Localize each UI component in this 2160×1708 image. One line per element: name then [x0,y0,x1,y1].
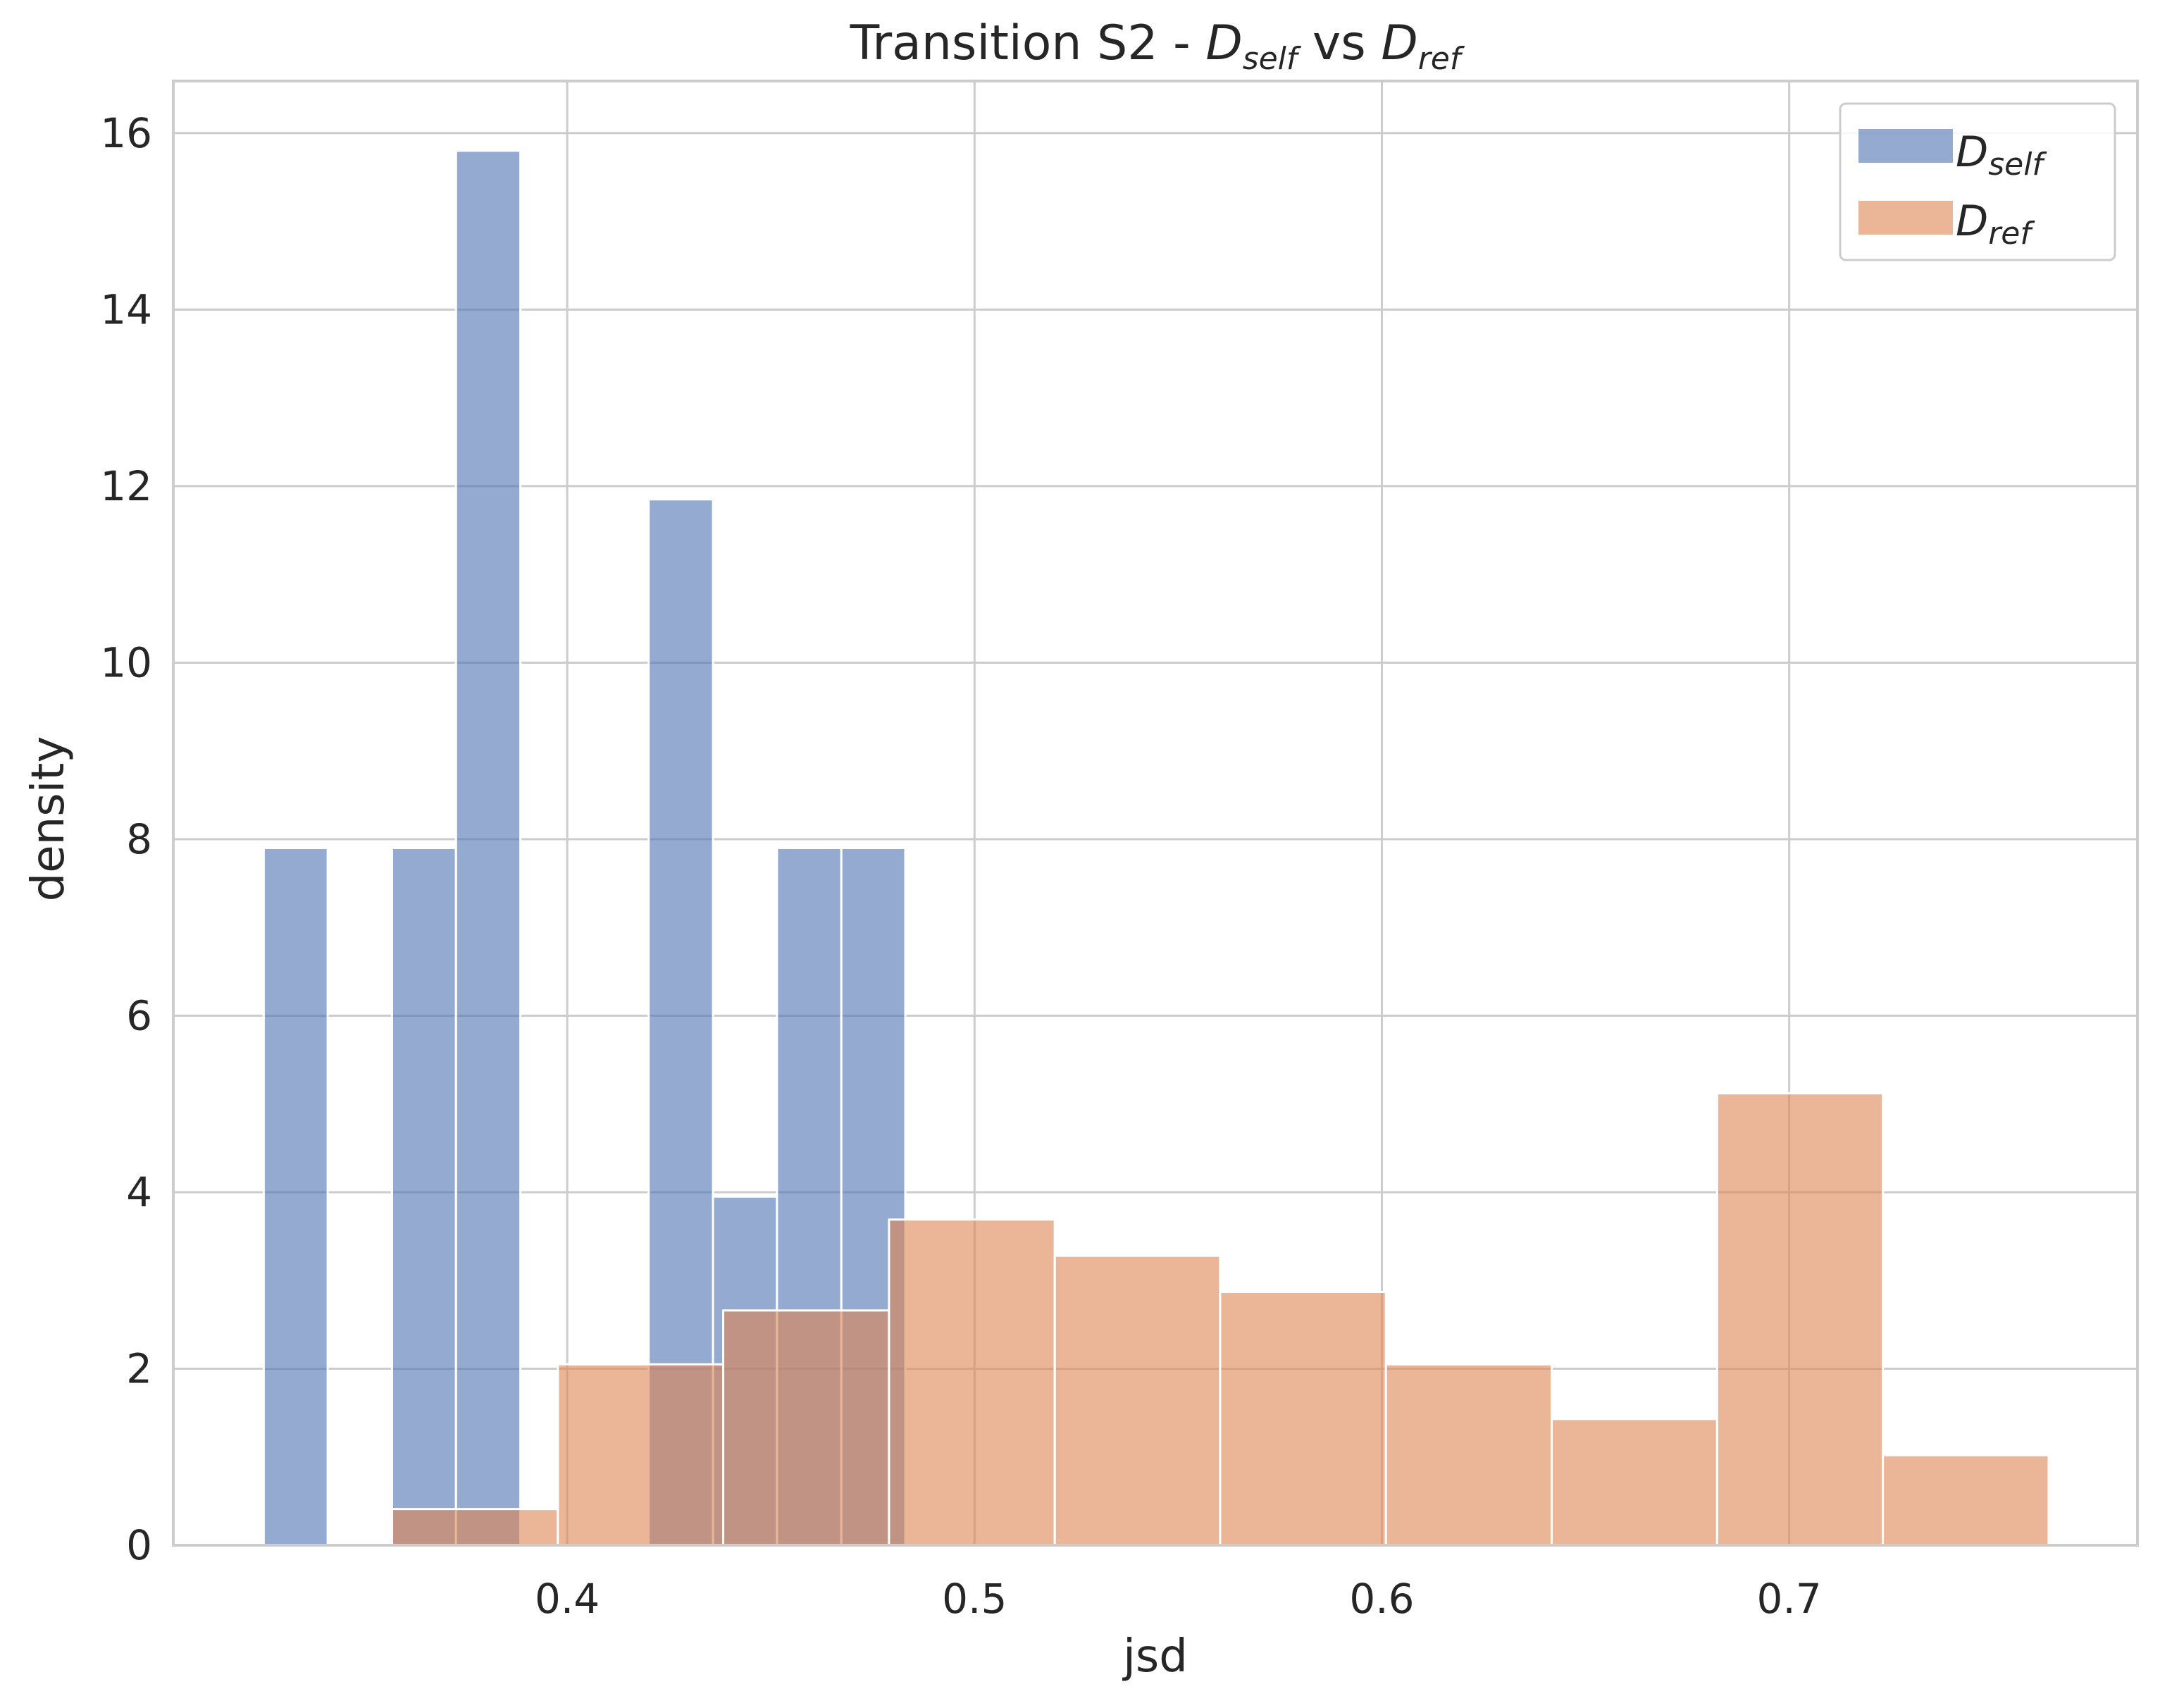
x-tick-label: 0.6 [1349,1575,1414,1623]
title-a-sub: self [1243,41,1302,77]
bar-d-ref-8 [1715,1092,1885,1547]
title-b-main: D [1381,16,1417,71]
y-tick-label: 12 [100,462,152,510]
title-a-main: D [1205,16,1242,71]
y-tick-label: 14 [100,285,152,333]
legend-swatch-dref [1858,201,1953,235]
bar-d-self-2 [390,846,457,1547]
x-tick-label: 0.5 [942,1575,1007,1623]
plot-frame [172,80,2139,1547]
legend: Dself Dref [1839,102,2116,261]
y-tick-label: 8 [126,815,152,863]
bar-d-self-0 [262,846,329,1547]
bar-d-ref-4 [1053,1254,1222,1547]
legend-swatch-dself [1858,129,1953,163]
tick-labels: 0.4 0.5 0.6 0.7 0 2 4 6 8 10 12 14 16 [100,109,1822,1623]
x-tick-label: 0.4 [535,1575,600,1623]
y-tick-label: 0 [126,1521,152,1569]
bar-d-self-3 [454,149,522,1547]
bar-d-ref-0 [390,1508,559,1547]
series-d-ref [390,1092,2050,1547]
y-tick-label: 6 [126,991,152,1039]
bar-d-ref-2 [722,1309,890,1547]
y-tick-label: 4 [126,1168,152,1216]
title-prefix: Transition S2 - [850,16,1206,71]
bar-d-ref-5 [1219,1291,1387,1547]
bar-d-ref-6 [1384,1363,1553,1547]
y-axis-label: density [23,736,75,902]
title-middle: vs [1297,16,1381,71]
title-b-sub: ref [1418,41,1465,77]
legend-label-dself: Dself [1956,128,2047,182]
bar-d-ref-7 [1551,1418,1718,1547]
y-tick-label: 10 [100,638,152,686]
y-tick-label: 16 [100,109,152,157]
y-tick-label: 2 [126,1344,152,1392]
histogram-bars [262,149,2050,1547]
bar-d-ref-3 [888,1218,1056,1547]
bar-d-ref-1 [557,1363,725,1547]
x-axis-label: jsd [1122,1630,1188,1683]
legend-label-dref: Dref [1956,197,2035,252]
chart-title: Transition S2 - Dself vs Dref [850,16,1465,77]
bar-d-ref-9 [1882,1454,2050,1547]
x-tick-label: 0.7 [1757,1575,1822,1623]
